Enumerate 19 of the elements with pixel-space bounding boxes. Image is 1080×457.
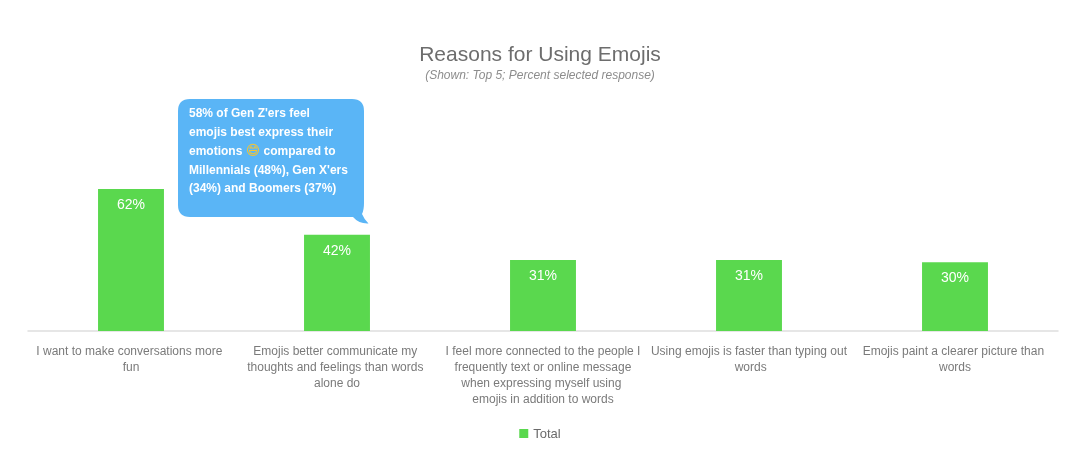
data-label: 62% (116, 196, 146, 212)
annotation: 58% of Gen Z'ers feel emojis best express their emotions 😄 compared to Millennials (48%), Gen X'ers (34%) and Boomers (37%) (189, 106, 348, 195)
data-label: 31% (734, 267, 764, 283)
chart-title: Reasons for Using Emojis (419, 42, 661, 65)
data-label: 31% (528, 267, 558, 283)
chart-subtitle: (Shown: Top 5; Percent selected response) (425, 68, 655, 82)
bar (716, 260, 782, 331)
legend-label: Total (533, 426, 561, 441)
data-label: 30% (940, 269, 970, 286)
bar (922, 262, 988, 331)
bar (304, 234, 370, 331)
x-tick-label: Emojis better communicate my thoughts and feelings than words alone do (247, 344, 427, 390)
x-tick-label: Using emojis is faster than typing out words (650, 344, 848, 374)
bar (98, 189, 164, 331)
data-label: 42% (322, 241, 352, 258)
bar (510, 260, 576, 331)
x-tick-label: I want to make conversations more fun (36, 344, 226, 374)
x-tick-label: Emojis paint a clearer picture than words (862, 344, 1048, 374)
x-tick-label: I feel more connected to the people I frequently text or online message when expressing myself using emojis in addition to words (445, 344, 641, 406)
